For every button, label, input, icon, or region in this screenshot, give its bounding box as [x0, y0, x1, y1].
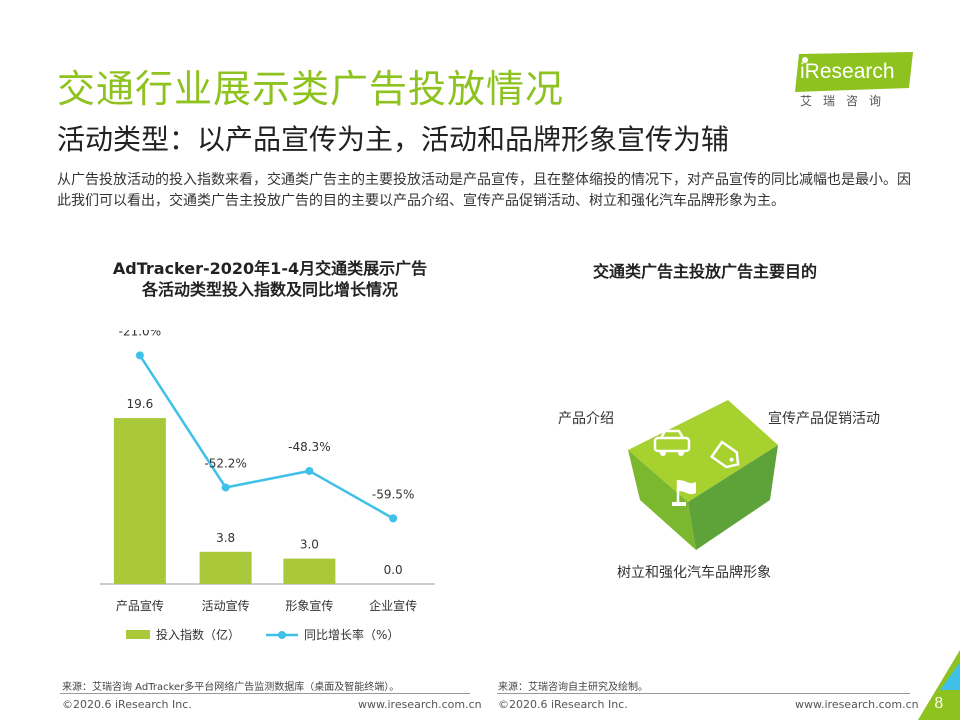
cube-face-left — [628, 450, 696, 550]
cube-label-product: 产品介绍 — [558, 411, 614, 427]
source-left: 来源：艾瑞咨询 AdTracker多平台网络广告监测数据库（桌面及智能终端）。 — [62, 682, 400, 693]
growth-point — [389, 514, 398, 523]
bar-value-label: 0.0 — [384, 563, 403, 577]
legend-marker-line — [278, 631, 286, 639]
logo-subtitle: 艾瑞咨询 — [800, 94, 893, 108]
chart-title: AdTracker-2020年1-4月交通类展示广告 各活动类型投入指数及同比增… — [70, 258, 470, 300]
growth-value-label: -21.0% — [119, 330, 161, 338]
source-right: 来源：艾瑞咨询自主研究及绘制。 — [498, 682, 648, 693]
diagram-title: 交通类广告主投放广告主要目的 — [592, 262, 817, 281]
price-tag-icon — [709, 440, 740, 469]
flag-icon — [672, 480, 696, 506]
x-tick-label: 活动宣传 — [202, 598, 250, 613]
growth-value-label: -48.3% — [288, 440, 330, 454]
logo-wordmark: iResearch — [800, 60, 895, 83]
growth-point — [221, 483, 230, 492]
page-number: 8 — [934, 694, 944, 712]
cube-face-top — [628, 400, 778, 502]
footer-copyright-right: ©2020.6 iResearch Inc. — [498, 698, 628, 711]
bar — [113, 418, 166, 584]
page-title: 交通行业展示类广告投放情况 — [57, 67, 565, 111]
growth-value-label: -59.5% — [372, 487, 414, 501]
legend-swatch-bar — [126, 630, 150, 639]
bar — [199, 551, 252, 584]
growth-value-label: -52.2% — [204, 456, 246, 470]
growth-point — [305, 466, 314, 475]
chart-title-line1: AdTracker-2020年1-4月交通类展示广告 — [112, 259, 428, 278]
x-tick-label: 产品宣传 — [116, 598, 164, 613]
x-tick-label: 企业宣传 — [369, 598, 417, 613]
corner-decoration — [918, 650, 960, 720]
divider-left — [60, 693, 470, 694]
bar-value-label: 19.6 — [127, 397, 154, 411]
growth-point — [135, 351, 144, 360]
cube-face-right — [688, 445, 778, 550]
footer-url-right[interactable]: www.iresearch.com.cn — [795, 698, 919, 711]
divider-right — [497, 693, 910, 694]
bar-value-label: 3.0 — [300, 538, 319, 552]
cube-label-promotion: 宣传产品促销活动 — [768, 411, 880, 427]
cube-label-brand: 树立和强化汽车品牌形象 — [617, 565, 771, 581]
purpose-cube — [628, 400, 778, 550]
bar-line-chart: 19.6 产品宣传 3.8 活动宣传 3.0 形象宣传 0.0 企业宣传 -21.0% -52.2… — [100, 330, 435, 642]
footer-copyright-left: ©2020.6 iResearch Inc. — [62, 698, 192, 711]
growth-line — [138, 354, 394, 520]
page-subtitle: 活动类型：以产品宣传为主，活动和品牌形象宣传为辅 — [57, 123, 730, 156]
summary-paragraph: 从广告投放活动的投入指数来看，交通类广告主的主要投放活动是产品宣传，且在整体缩投… — [57, 172, 911, 209]
car-icon — [653, 429, 691, 456]
bar-value-label: 3.8 — [216, 531, 235, 545]
chart-title-line2: 各活动类型投入指数及同比增长情况 — [141, 280, 398, 299]
legend-label-bar: 投入指数（亿） — [156, 627, 240, 642]
bar — [283, 558, 336, 584]
iresearch-logo — [795, 52, 913, 92]
x-tick-label: 形象宣传 — [285, 598, 333, 613]
legend-label-line: 同比增长率（%） — [304, 627, 399, 642]
footer-url-left[interactable]: www.iresearch.com.cn — [358, 698, 482, 711]
